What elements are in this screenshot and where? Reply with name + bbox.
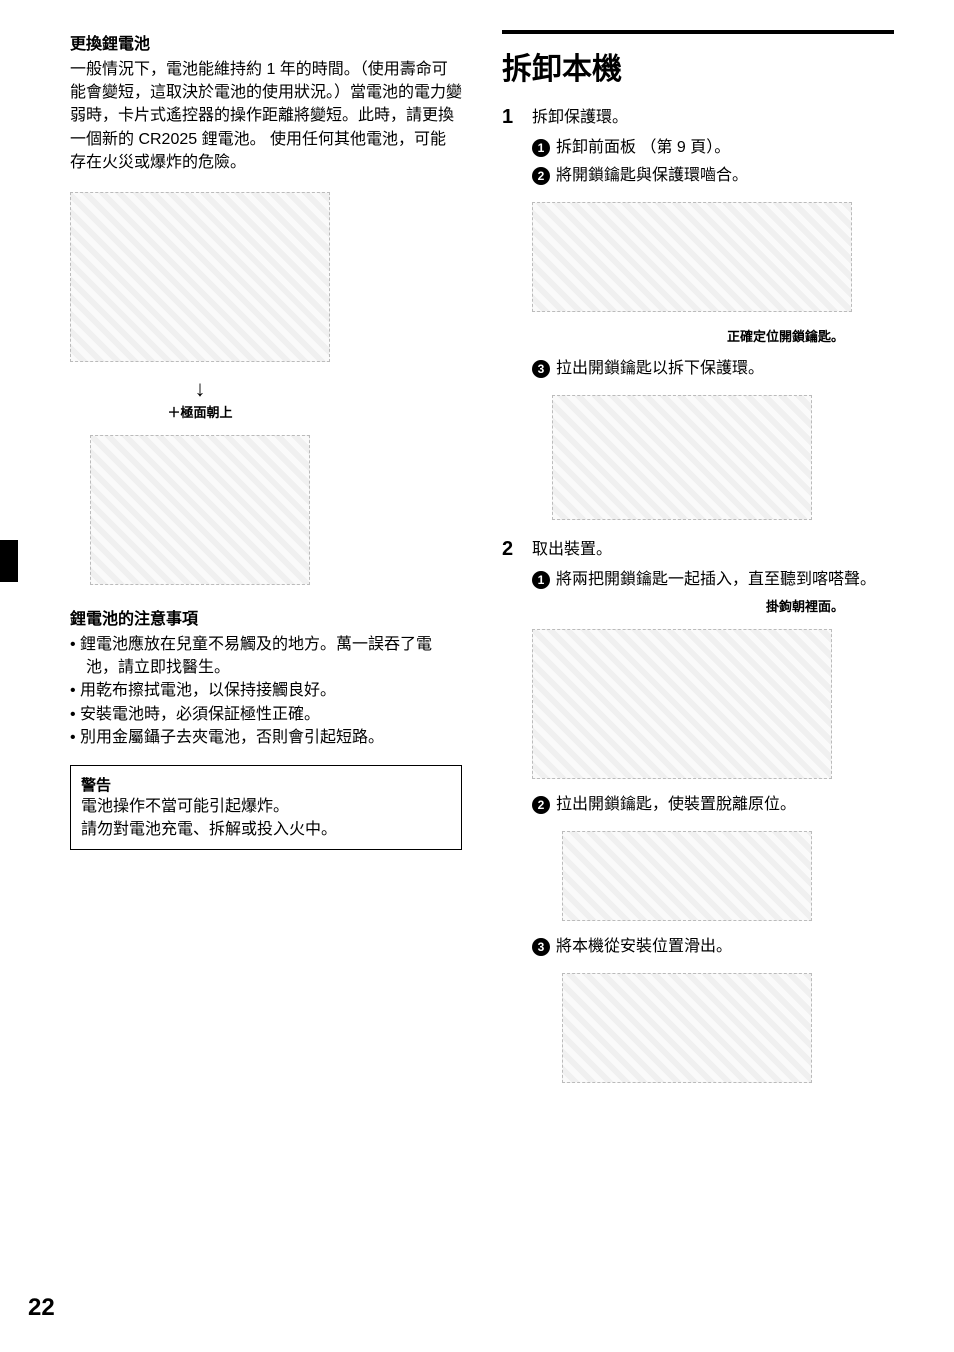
substep-text: 將兩把開鎖鑰匙一起插入，直至聽到喀嗒聲。	[556, 568, 876, 592]
figure-step1a-wrap: 正確定位開鎖鑰匙。	[532, 202, 894, 345]
battery-note: 鋰電池應放在兒童不易觸及的地方。萬一誤吞了電池，請立即找醫生。	[70, 633, 462, 679]
figure-step2a-wrap: 掛鉤朝裡面。	[532, 596, 894, 779]
step-2: 2 取出裝置。	[502, 538, 894, 562]
substep: 2 拉出開鎖鑰匙，使裝置脫離原位。	[532, 793, 894, 817]
heading-battery-notes: 鋰電池的注意事項	[70, 605, 462, 629]
step-2-substeps: 1 將兩把開鎖鑰匙一起插入，直至聽到喀嗒聲。	[532, 568, 894, 592]
substep: 3 將本機從安裝位置滑出。	[532, 935, 894, 959]
circled-number-icon: 1	[532, 571, 550, 589]
figure-battery-tray	[90, 435, 310, 585]
circled-number-icon: 1	[532, 139, 550, 157]
step-1-substeps-b: 3 拉出開鎖鑰匙以拆下保護環。	[532, 357, 894, 381]
circled-number-icon: 3	[532, 938, 550, 956]
figure-step1a	[532, 202, 852, 312]
warning-line: 電池操作不當可能引起爆炸。	[81, 795, 451, 818]
step-text: 拆卸保護環。	[532, 106, 628, 130]
figure-step1b-wrap	[532, 395, 894, 520]
heading-replace-battery: 更換鋰電池	[70, 30, 462, 54]
figure-step2a-caption: 掛鉤朝裡面。	[532, 596, 894, 615]
right-column: 拆卸本機 1 拆卸保護環。 1 拆卸前面板 （第 9 頁）。 2 將開鎖鑰匙與保…	[502, 30, 894, 1097]
circled-number-icon: 3	[532, 360, 550, 378]
polarity-caption: ＋極面朝上	[70, 402, 330, 421]
side-tab-marker	[0, 540, 18, 582]
substep-text: 將本機從安裝位置滑出。	[556, 935, 732, 959]
substep-text: 拆卸前面板 （第 9 頁）。	[556, 136, 730, 160]
substep-text: 將開鎖鑰匙與保護環嚙合。	[556, 164, 748, 188]
left-column: 更換鋰電池 一般情況下，電池能維持約 1 年的時間。（使用壽命可能會變短，這取決…	[60, 30, 462, 1097]
circled-number-icon: 2	[532, 796, 550, 814]
figure-battery-insert	[70, 192, 330, 362]
figure-step2a	[532, 629, 832, 779]
step-number: 1	[502, 106, 520, 130]
step-text: 取出裝置。	[532, 538, 612, 562]
step-2-substeps-c: 3 將本機從安裝位置滑出。	[532, 935, 894, 959]
down-arrow-icon: ↓	[70, 376, 330, 402]
figure-step2b	[562, 831, 812, 921]
figure-step2c-wrap	[532, 973, 894, 1083]
warning-box: 警告 電池操作不當可能引起爆炸。 請勿對電池充電、拆解或投入火中。	[70, 765, 462, 850]
warning-line: 請勿對電池充電、拆解或投入火中。	[81, 818, 451, 841]
section-title: 拆卸本機	[502, 44, 894, 88]
step-1: 1 拆卸保護環。	[502, 106, 894, 130]
battery-notes-list: 鋰電池應放在兒童不易觸及的地方。萬一誤吞了電池，請立即找醫生。 用乾布擦拭電池，…	[70, 633, 462, 749]
circled-number-icon: 2	[532, 167, 550, 185]
step-2-substeps-b: 2 拉出開鎖鑰匙，使裝置脫離原位。	[532, 793, 894, 817]
section-rule	[502, 30, 894, 34]
substep: 3 拉出開鎖鑰匙以拆下保護環。	[532, 357, 894, 381]
substep: 2 將開鎖鑰匙與保護環嚙合。	[532, 164, 894, 188]
substep-text: 拉出開鎖鑰匙以拆下保護環。	[556, 357, 764, 381]
substep-text: 拉出開鎖鑰匙，使裝置脫離原位。	[556, 793, 796, 817]
battery-note: 用乾布擦拭電池，以保持接觸良好。	[70, 679, 462, 702]
step-number: 2	[502, 538, 520, 562]
battery-paragraph: 一般情況下，電池能維持約 1 年的時間。（使用壽命可能會變短，這取決於電池的使用…	[70, 58, 462, 174]
substep: 1 將兩把開鎖鑰匙一起插入，直至聽到喀嗒聲。	[532, 568, 894, 592]
page-number: 22	[28, 1294, 55, 1322]
page-columns: 更換鋰電池 一般情況下，電池能維持約 1 年的時間。（使用壽命可能會變短，這取決…	[60, 30, 894, 1097]
figure-step2b-wrap	[532, 831, 894, 921]
substep: 1 拆卸前面板 （第 9 頁）。	[532, 136, 894, 160]
battery-note: 別用金屬鑷子去夾電池，否則會引起短路。	[70, 726, 462, 749]
figure-step1a-caption: 正確定位開鎖鑰匙。	[532, 326, 894, 345]
battery-note: 安裝電池時，必須保証極性正確。	[70, 703, 462, 726]
figure-step2c	[562, 973, 812, 1083]
step-1-substeps: 1 拆卸前面板 （第 9 頁）。 2 將開鎖鑰匙與保護環嚙合。	[532, 136, 894, 188]
figure-step1b	[552, 395, 812, 520]
warning-title: 警告	[81, 774, 451, 795]
